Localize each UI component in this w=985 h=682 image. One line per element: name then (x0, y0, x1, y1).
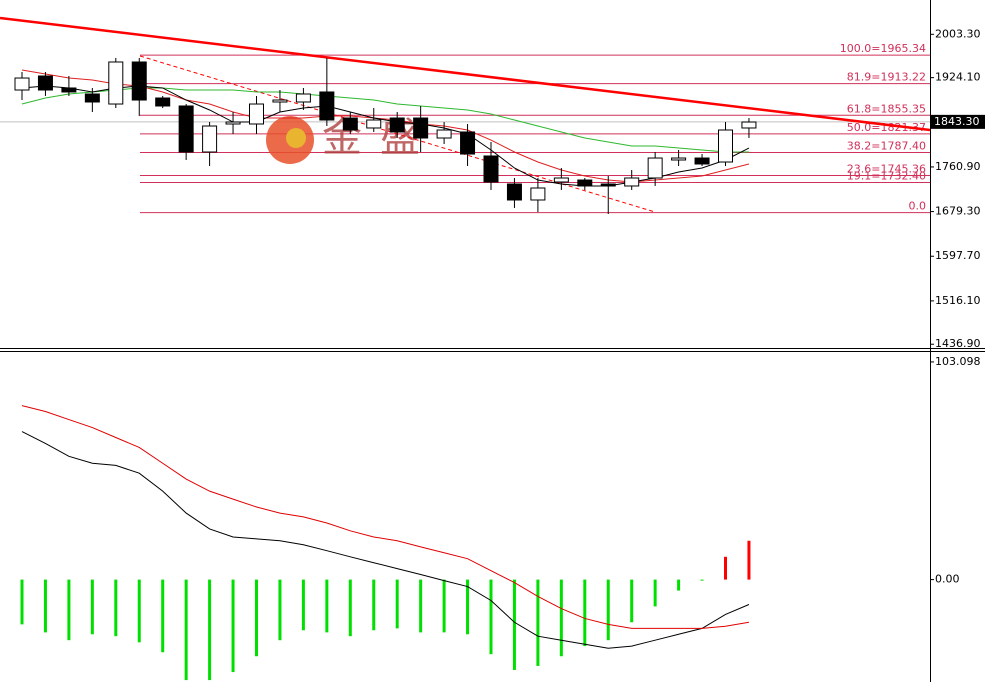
fib-label: 100.0=1965.34 (840, 42, 926, 55)
y-tick-label: 1924.10 (935, 71, 981, 84)
candle-body (366, 119, 382, 129)
candle-body (37, 75, 53, 91)
y-tick-label: 103.098 (935, 355, 981, 368)
candle-body (14, 77, 30, 91)
fib-label: 38.2=1787.40 (847, 139, 926, 152)
histogram-bar (184, 579, 188, 681)
candle-body (202, 125, 218, 153)
current-price-label: 1843.30 (934, 115, 980, 128)
candle-body (84, 93, 100, 103)
candle-body (530, 187, 546, 201)
histogram-bar (724, 556, 727, 580)
candle-body (671, 157, 687, 161)
candle-body (61, 87, 77, 93)
histogram-bar (583, 579, 587, 647)
y-tick-label: 2003.30 (935, 27, 981, 40)
histogram-bar (606, 579, 610, 641)
indicator-line (21, 431, 750, 649)
histogram-bar (466, 579, 470, 635)
histogram-bar (372, 579, 376, 631)
histogram-bar (677, 579, 681, 591)
y-tick-label: 1436.90 (935, 337, 981, 350)
histogram-bar (161, 579, 165, 653)
fib-label: 81.9=1913.22 (847, 71, 926, 84)
candle-body (436, 129, 452, 139)
histogram-bar (630, 579, 634, 623)
fib-label: 23.6=1745.36 (847, 162, 926, 175)
histogram-bar (20, 579, 24, 625)
candle-body (155, 97, 171, 107)
y-tick-label: 1760.90 (935, 160, 981, 173)
candle-body (272, 99, 288, 103)
candle-body (178, 105, 194, 153)
histogram-bar (137, 579, 141, 643)
histogram-bar (442, 579, 446, 633)
candle-body (694, 157, 710, 165)
histogram-bar (653, 579, 657, 607)
watermark-logo (286, 128, 306, 148)
candle-body (718, 129, 733, 163)
y-tick-label: 1679.30 (935, 205, 981, 218)
candle-body (319, 91, 335, 121)
histogram-bar (559, 579, 563, 657)
candle-body (225, 121, 241, 125)
histogram-bar (747, 540, 751, 580)
y-tick-label: 1597.70 (935, 249, 981, 262)
candle-body (741, 121, 757, 129)
fib-label: 61.8=1855.35 (847, 102, 926, 115)
candle-body (460, 131, 476, 155)
histogram-bar (114, 579, 118, 637)
candle-body (553, 177, 569, 183)
histogram-bar (43, 579, 47, 633)
histogram-bar (231, 579, 235, 673)
candle-body (577, 179, 593, 187)
histogram-bar (67, 579, 71, 641)
trendline (0, 16, 931, 132)
histogram-bar (536, 579, 540, 666)
candle-body (249, 103, 264, 125)
fib-label: 0.0 (909, 200, 927, 213)
histogram-bar (700, 579, 704, 581)
fib-label: 19.1=1732.40 (847, 170, 926, 183)
current-price-box (931, 114, 985, 129)
candle-body (131, 61, 147, 101)
candle-body (413, 117, 429, 139)
histogram-bar (489, 579, 493, 655)
y-tick-label: 1516.10 (935, 294, 981, 307)
histogram-bar (348, 579, 352, 637)
histogram-bar (419, 579, 423, 633)
candle-body (506, 183, 522, 201)
fib-label: 50.0=1821.37 (847, 121, 926, 134)
candle-body (483, 155, 499, 183)
histogram-bar (512, 579, 516, 670)
candle-body (342, 117, 358, 131)
histogram-bar (255, 579, 258, 657)
candle-body (600, 183, 616, 187)
candle-body (624, 177, 640, 187)
histogram-bar (90, 579, 94, 635)
candle-body (108, 61, 124, 105)
histogram-bar (278, 579, 282, 641)
candle-body (389, 117, 405, 133)
histogram-bar (395, 579, 399, 629)
histogram-bar (325, 579, 329, 633)
candle-body (295, 93, 311, 103)
y-tick-label: 0.00 (935, 573, 960, 586)
histogram-bar (208, 579, 212, 681)
histogram-bar (301, 579, 305, 631)
candle-body (647, 157, 663, 179)
indicator-line (21, 405, 750, 629)
